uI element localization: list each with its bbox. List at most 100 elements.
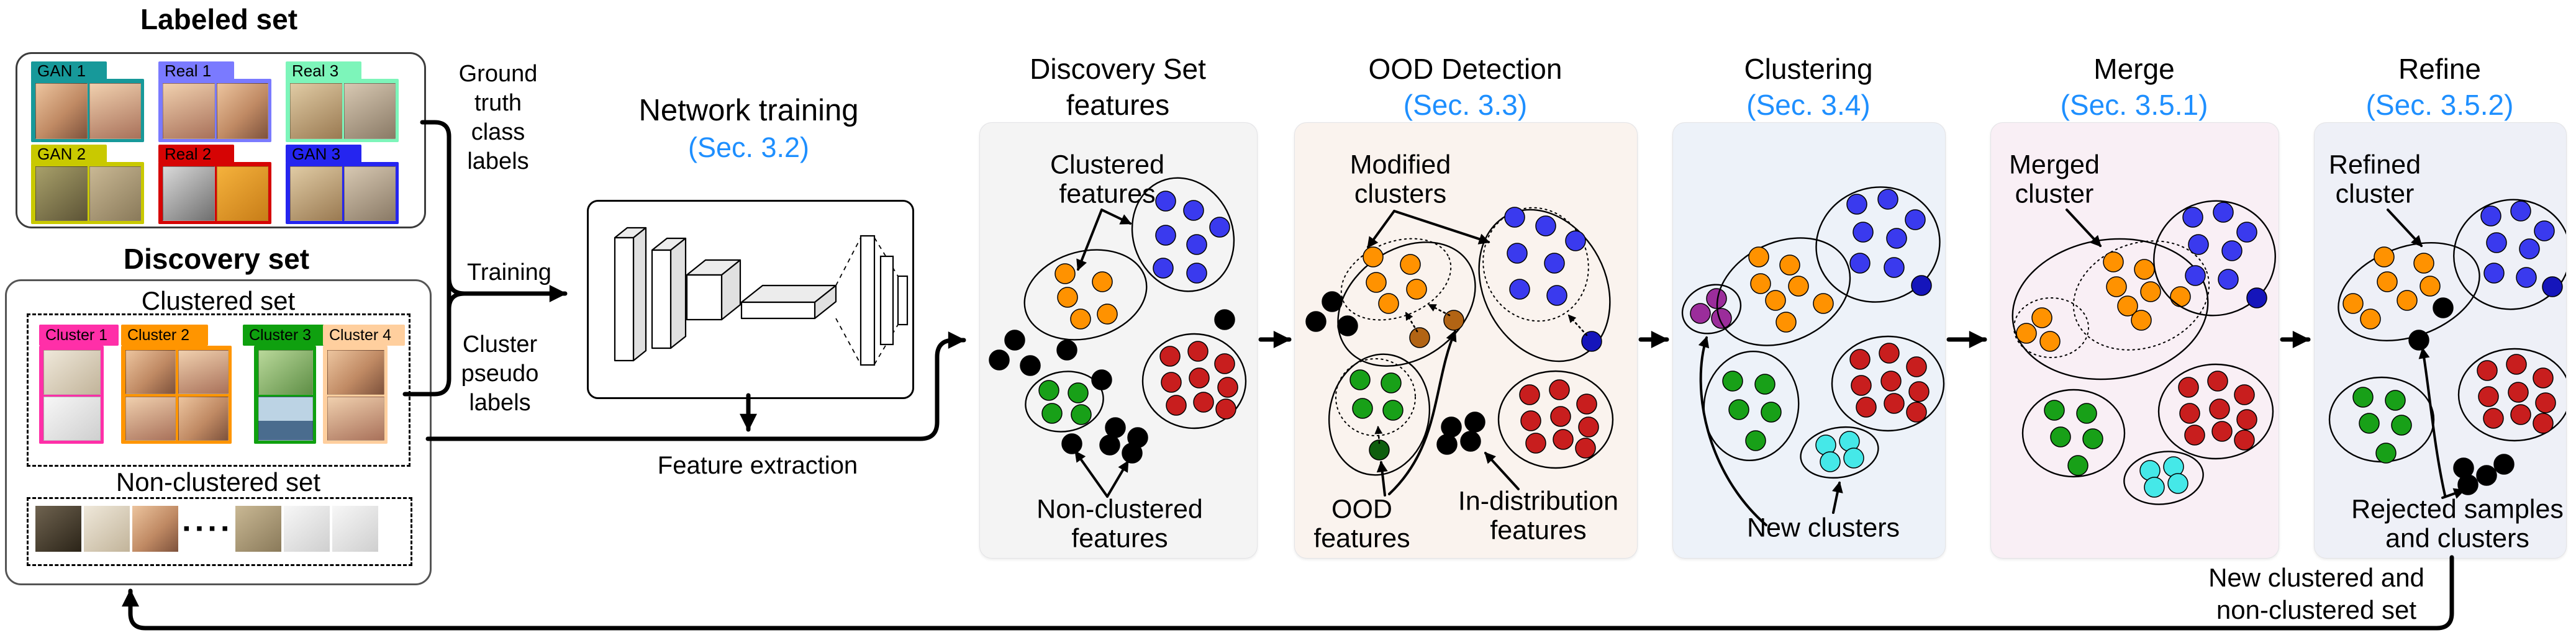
svg-text:features: features	[1313, 523, 1410, 553]
photo-placeholder	[163, 83, 215, 139]
clustered-features-arrow-right	[1100, 209, 1132, 225]
green-cluster-ellipse	[1025, 371, 1104, 433]
non-clustered-dots	[989, 309, 1235, 390]
panel-title-line2: (Sec. 3.5.2)	[2365, 89, 2514, 121]
cnn-decoder-plate3	[897, 275, 909, 326]
cnn-decoder-plate1	[859, 235, 876, 366]
labeled-folder-real1: Real 1	[158, 61, 271, 142]
blue-cluster-ellipse	[2453, 199, 2566, 310]
photo-placeholder	[290, 83, 342, 139]
non-clustered-arrow-left	[1074, 450, 1109, 498]
feedback-loop-arrow	[122, 555, 2454, 631]
blue-cluster-dots	[1846, 189, 1926, 278]
panel-title-merge: Merge (Sec. 3.5.1)	[1990, 51, 2278, 123]
panel-refine: Refined cluster Rejected samples and cluste…	[2314, 122, 2567, 559]
green-cluster-dots	[2352, 387, 2412, 464]
green-cluster-dots	[1038, 380, 1092, 425]
blue-cluster-ellipse	[2153, 200, 2276, 317]
photo-placeholder	[89, 166, 141, 221]
labeled-folder-gan1: GAN 1	[31, 61, 144, 142]
photo-placeholder	[35, 83, 88, 139]
panel-title-line2: (Sec. 3.4)	[1746, 89, 1871, 121]
discovery-set-box: Clustered set Cluster 1 Cluster 2 Cluste…	[5, 279, 432, 585]
ood-features-arrow-long	[1388, 330, 1457, 495]
cnn-plate2	[651, 249, 672, 349]
svg-text:and clusters: and clusters	[2385, 523, 2529, 553]
panel-title-line1: Clustering	[1744, 53, 1873, 85]
red-cluster-ellipse	[2457, 348, 2566, 442]
svg-text:Refined: Refined	[2329, 150, 2421, 179]
svg-text:features: features	[1071, 523, 1168, 553]
folder-body	[158, 79, 271, 142]
panel-title-line1: OOD Detection	[1368, 53, 1562, 85]
folder-tab: GAN 1	[31, 61, 107, 80]
cluster-folder-1: Cluster 1	[39, 325, 119, 444]
non-clustered-dots-bottom	[1061, 417, 1148, 464]
cnn-cone-line	[835, 237, 861, 286]
folder-body	[31, 79, 144, 142]
orange-cluster-ellipse	[1023, 249, 1148, 341]
red-cluster-dots	[1519, 379, 1599, 459]
photo-placeholder	[35, 166, 88, 221]
purple-cluster-dots	[1690, 288, 1732, 329]
folder-body	[323, 346, 388, 444]
modified-clusters-arrow-left	[1367, 210, 1395, 249]
photo-placeholder	[216, 166, 268, 221]
svg-text:Modified: Modified	[1350, 150, 1451, 179]
red-cluster-ellipse	[1831, 335, 1945, 432]
panel-title-line2: features	[1066, 89, 1170, 121]
old-large-boundary	[2072, 240, 2210, 351]
ood-assign-arrow	[1405, 312, 1418, 333]
folder-tab: Cluster 2	[121, 325, 208, 346]
panel-title-clustering: Clustering (Sec. 3.4)	[1672, 51, 1944, 123]
red-cluster-ellipse	[2157, 363, 2274, 460]
red-cluster-dots	[2178, 371, 2257, 451]
folder-tab: Real 1	[158, 61, 234, 80]
folder-tab: Real 2	[158, 145, 234, 163]
svg-text:Clustered: Clustered	[1050, 150, 1164, 179]
panel-title-line2: (Sec. 3.3)	[1403, 89, 1528, 121]
cnn-cone-line	[835, 318, 861, 365]
photo-placeholder	[290, 166, 342, 221]
folder-label: Real 3	[292, 61, 339, 80]
clustered-set-label: Clustered set	[141, 286, 296, 315]
orange-cluster-dots	[1363, 246, 1427, 314]
new-clusters-arrow-straight	[1832, 481, 1843, 514]
discovery-set-title: Discovery set	[123, 243, 310, 275]
folder-body	[121, 346, 232, 444]
blue-outlier-dot	[2542, 276, 2563, 297]
blue-cluster-dots	[1153, 191, 1230, 284]
in-distribution-arrow	[1484, 452, 1520, 490]
cnn-plate1-side	[632, 227, 647, 362]
photo-placeholder	[343, 166, 396, 221]
panel-clustering: New clusters	[1672, 122, 1946, 559]
panel-title-ood-detection: OOD Detection (Sec. 3.3)	[1294, 51, 1636, 123]
photo-placeholder	[332, 506, 378, 552]
folder-label: Real 1	[165, 61, 212, 80]
photo-placeholder	[43, 396, 101, 441]
non-clustered-set-label: Non-clustered set	[116, 467, 321, 497]
new-clusters-label: New clusters	[1747, 513, 1900, 542]
red-cluster-ellipse	[1497, 370, 1614, 469]
green-modified-ellipse	[1328, 353, 1431, 476]
network-title-text: Network training	[638, 94, 859, 127]
cnn-plate2-side	[669, 237, 687, 349]
svg-text:clusters: clusters	[1354, 179, 1446, 209]
ood-assign-arrow	[1428, 304, 1451, 317]
ood-assign-arrow	[1567, 314, 1588, 336]
blue-cluster-dots	[1504, 207, 1586, 306]
cnn-plate1	[614, 236, 635, 362]
old-small-boundary	[2013, 297, 2089, 358]
blue-old-boundary	[1482, 207, 1589, 322]
cyan-cluster-dots	[2139, 456, 2188, 498]
folder-tab: GAN 3	[286, 145, 361, 163]
photo-placeholder	[43, 350, 101, 395]
photo-placeholder	[178, 397, 229, 441]
network-section-text: (Sec. 3.2)	[687, 132, 810, 163]
blue-cluster-ellipse	[1815, 186, 1941, 303]
